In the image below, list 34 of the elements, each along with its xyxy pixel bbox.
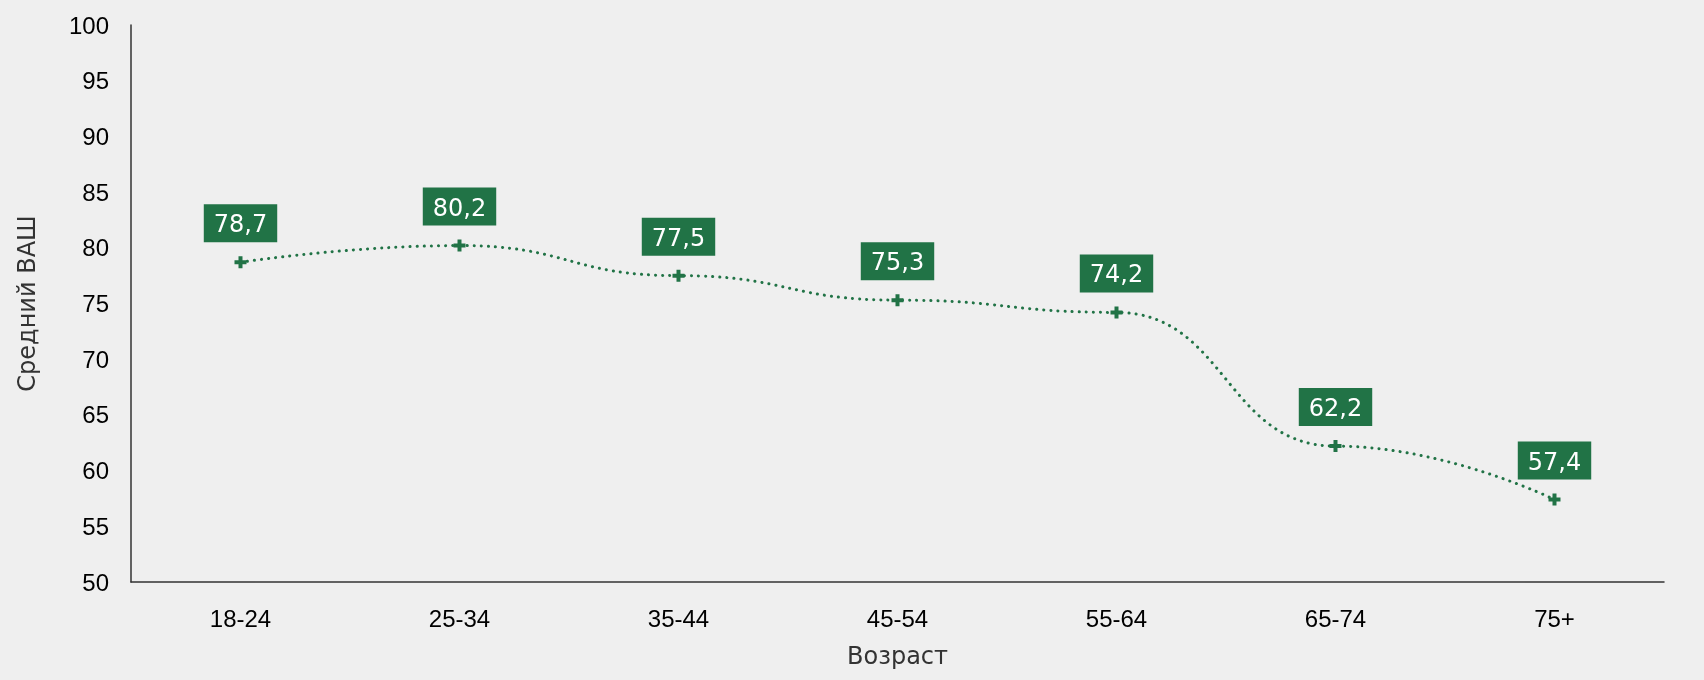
- point: [453, 239, 466, 252]
- data-label: 62,2: [1308, 394, 1363, 423]
- point: [1329, 440, 1342, 453]
- data-label: 75,3: [870, 248, 925, 277]
- x-tick-label: 65-74: [1304, 604, 1367, 632]
- data-label: 77,5: [651, 223, 706, 252]
- data-label: 80,2: [432, 193, 487, 222]
- y-axis-title: Средний ВАШ: [13, 215, 41, 392]
- y-tick-label: 55: [82, 512, 109, 540]
- x-axis-title: Возраст: [846, 642, 949, 670]
- y-tick-label: 75: [82, 290, 109, 317]
- x-tick-label: 75+: [1534, 604, 1575, 632]
- data-label: 78,7: [213, 210, 268, 239]
- point: [1110, 306, 1123, 319]
- y-tick-label: 70: [82, 345, 109, 373]
- data-label: 57,4: [1527, 447, 1582, 476]
- x-tick-label: 25-34: [428, 604, 491, 632]
- point: [1548, 493, 1561, 506]
- x-tick-label: 18-24: [209, 604, 272, 632]
- x-tick-label: 55-64: [1085, 604, 1148, 632]
- y-tick-label: 100: [68, 11, 109, 39]
- y-tick-label: 60: [82, 457, 109, 485]
- point: [891, 294, 904, 307]
- x-tick-label: 35-44: [647, 604, 710, 632]
- y-tick-label: 85: [82, 178, 109, 206]
- y-tick-label: 50: [82, 568, 109, 596]
- y-tick-label: 95: [82, 67, 109, 95]
- data-label: 74,2: [1089, 260, 1144, 289]
- y-tick-label: 65: [82, 401, 109, 429]
- point: [234, 256, 247, 269]
- y-tick-label: 80: [82, 234, 109, 262]
- point: [672, 269, 685, 282]
- y-tick-label: 90: [82, 122, 109, 150]
- x-tick-label: 45-54: [866, 604, 929, 632]
